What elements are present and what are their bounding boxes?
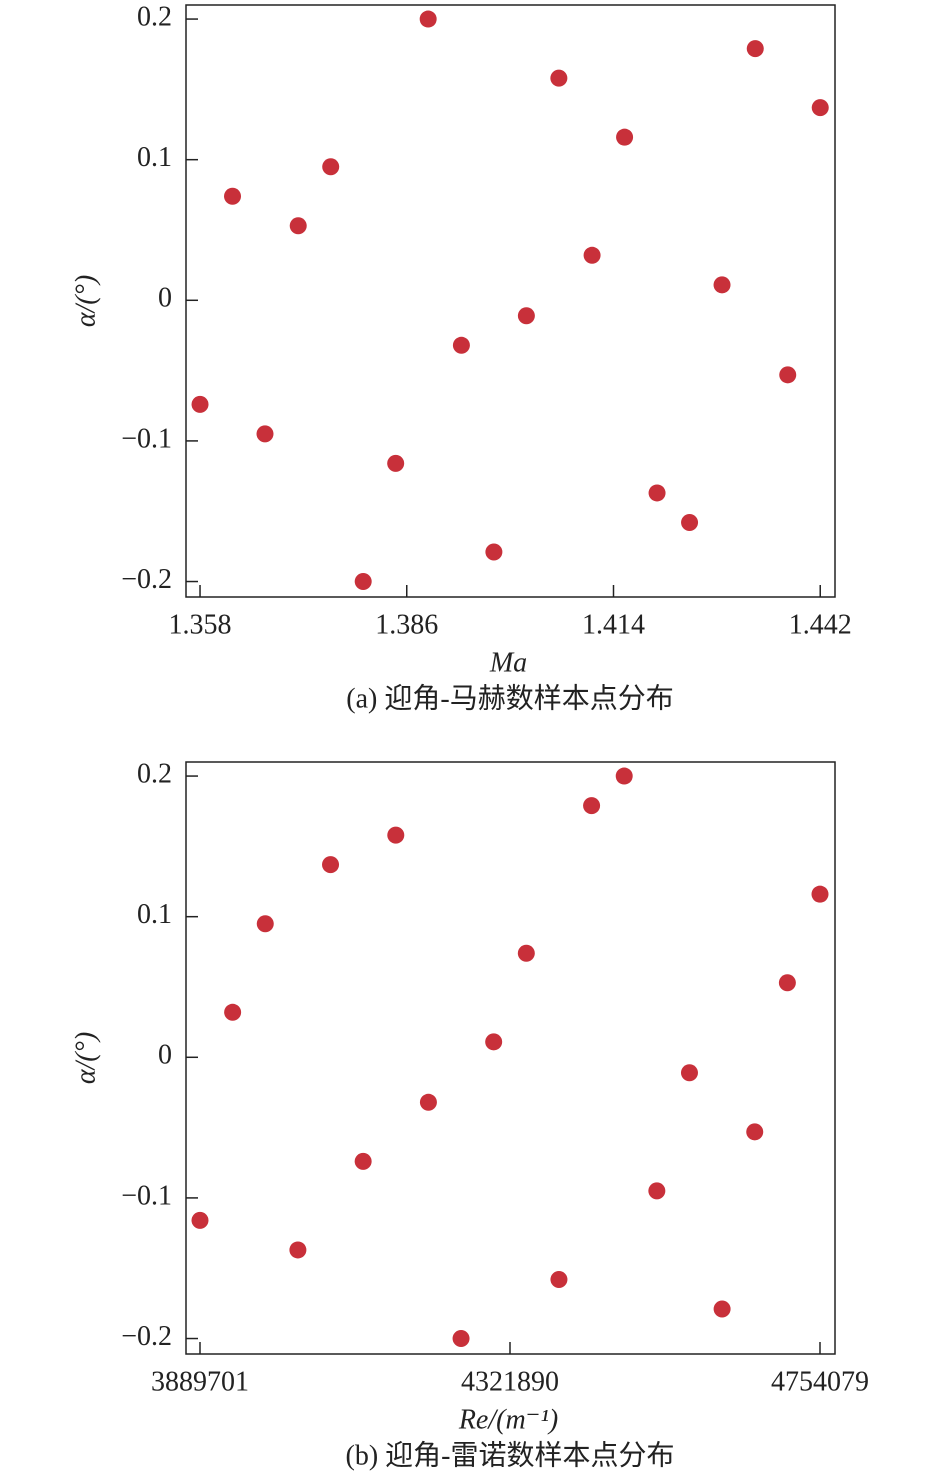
- plot-frame: [185, 761, 836, 1355]
- point: [485, 543, 503, 561]
- point: [517, 307, 535, 325]
- point: [419, 10, 437, 28]
- point: [779, 366, 797, 384]
- point: [289, 1241, 307, 1259]
- x-tick-label: 1.386: [375, 609, 438, 640]
- x-tick-label: 1.358: [169, 609, 232, 640]
- point: [713, 1300, 731, 1318]
- point: [452, 336, 470, 354]
- point: [616, 128, 634, 146]
- x-tick-label: 1.414: [582, 609, 645, 640]
- y-tick-label: −0.2: [121, 564, 172, 595]
- y-tick-label: −0.2: [121, 1321, 172, 1352]
- y-tick-label: 0.1: [137, 142, 172, 173]
- y-tick-label: −0.1: [121, 1180, 172, 1211]
- point: [746, 1123, 764, 1141]
- point: [485, 1033, 503, 1051]
- point: [419, 1093, 437, 1111]
- x-tick-label: 4754079: [771, 1366, 869, 1397]
- point: [517, 944, 535, 962]
- point: [778, 974, 796, 992]
- x-tick-label: 1.442: [789, 609, 852, 640]
- y-tick-label: 0: [158, 1040, 172, 1071]
- point: [648, 484, 666, 502]
- point: [322, 856, 340, 874]
- x-axis-label: Re/(m⁻¹): [458, 1404, 558, 1435]
- point: [550, 69, 568, 87]
- y-tick-label: 0.2: [137, 1, 172, 32]
- point: [746, 40, 764, 58]
- x-axis-label: Ma: [489, 647, 527, 678]
- point: [191, 395, 209, 413]
- point: [191, 1211, 209, 1229]
- point: [615, 767, 633, 785]
- caption: (b) 迎角-雷诺数样本点分布: [346, 1439, 675, 1471]
- caption: (a) 迎角-马赫数样本点分布: [346, 682, 673, 714]
- point: [713, 276, 731, 294]
- point: [387, 454, 405, 472]
- y-axis-label: α/(°): [70, 275, 101, 327]
- y-axis-label: α/(°): [70, 1032, 101, 1084]
- point: [354, 573, 372, 591]
- point: [648, 1182, 666, 1200]
- x-tick-label: 4321890: [461, 1366, 559, 1397]
- point: [452, 1330, 470, 1348]
- y-tick-label: 0: [158, 283, 172, 314]
- point: [583, 246, 601, 264]
- point: [256, 915, 274, 933]
- x-tick-label: 3889701: [151, 1366, 249, 1397]
- plot-frame: [185, 4, 836, 598]
- point: [811, 99, 829, 117]
- point: [550, 1270, 568, 1288]
- point: [289, 217, 307, 235]
- point: [224, 1003, 242, 1021]
- y-tick-label: 0.1: [137, 899, 172, 930]
- point: [256, 425, 274, 443]
- point: [354, 1152, 372, 1170]
- point: [387, 826, 405, 844]
- point: [583, 797, 601, 815]
- point: [680, 1064, 698, 1082]
- point: [681, 513, 699, 531]
- y-tick-label: 0.2: [137, 758, 172, 789]
- point: [224, 187, 242, 205]
- point: [811, 885, 829, 903]
- y-tick-label: −0.1: [121, 423, 172, 454]
- point: [322, 158, 340, 176]
